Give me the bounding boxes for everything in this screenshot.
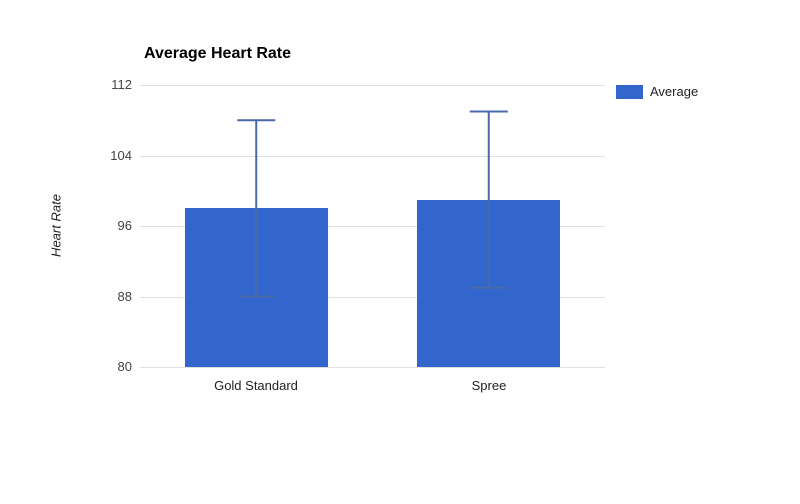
bar-spree[interactable]	[417, 200, 560, 367]
gridline-y-104	[140, 156, 605, 157]
ytick-label-80: 80	[117, 359, 132, 374]
xtick-label-spree: Spree	[471, 378, 507, 393]
ytick-label-96: 96	[117, 218, 132, 233]
chart-title: Average Heart Rate	[144, 45, 292, 62]
ytick-label-88: 88	[117, 289, 132, 304]
legend: Average	[616, 85, 698, 99]
gridline-y-88	[140, 297, 605, 298]
ytick-label-112: 112	[111, 77, 132, 92]
gridline-y-96	[140, 226, 605, 227]
gridline-y-80	[140, 367, 605, 368]
xtick-label-gold-standard: Gold Standard	[214, 378, 298, 393]
gridline-y-112	[140, 85, 605, 86]
legend-swatch-average	[616, 85, 643, 99]
ytick-label-104: 104	[110, 148, 132, 163]
bar-gold-standard[interactable]	[185, 208, 328, 367]
legend-label: Average	[650, 84, 699, 99]
